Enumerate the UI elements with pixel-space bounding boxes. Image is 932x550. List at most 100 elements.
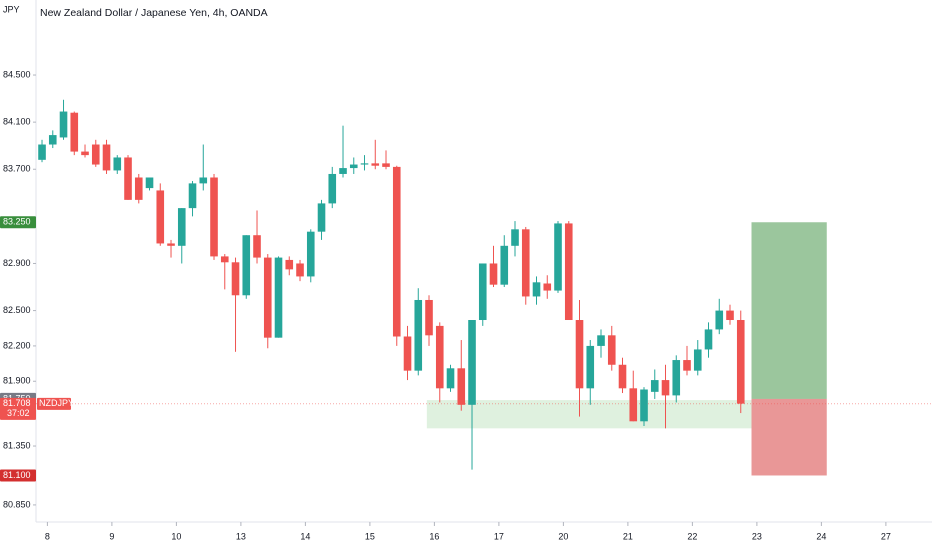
y-axis-label: JPY — [3, 4, 20, 14]
candle-body — [48, 135, 57, 145]
candle-body — [478, 263, 487, 321]
stop-label: 81.100 — [3, 470, 31, 480]
symbol-label: NZDJPY — [39, 398, 74, 408]
candle-body — [715, 310, 724, 330]
x-tick-label: 27 — [881, 531, 891, 541]
candle-body — [134, 177, 143, 200]
x-tick-label: 13 — [236, 531, 246, 541]
candle-body — [575, 320, 584, 389]
y-tick-label: 83.700 — [3, 164, 31, 174]
candle-body — [59, 111, 68, 138]
x-tick-label: 23 — [752, 531, 762, 541]
candle-body — [672, 360, 681, 396]
countdown: 37:02 — [7, 408, 30, 418]
x-tick-label: 8 — [45, 531, 50, 541]
candle-body — [618, 364, 627, 389]
candle-body — [650, 380, 659, 392]
x-tick-label: 9 — [109, 531, 114, 541]
candle-body — [736, 320, 745, 404]
candle-body — [253, 235, 261, 258]
plot — [36, 99, 932, 476]
candle-body — [242, 235, 251, 296]
x-tick-label: 14 — [300, 531, 310, 541]
candle-body — [349, 164, 358, 169]
x-tick-label: 16 — [429, 531, 439, 541]
x-tick-label: 10 — [171, 531, 181, 541]
candle-body — [371, 163, 380, 166]
candle-body — [124, 157, 132, 200]
candle-body — [296, 263, 304, 277]
candle-body — [188, 183, 197, 209]
candle-body — [263, 257, 272, 338]
candle-body — [500, 245, 509, 285]
candle-body — [382, 163, 390, 167]
candle-body — [607, 335, 616, 365]
candle-body — [693, 349, 702, 371]
y-tick-label: 80.850 — [3, 499, 31, 509]
candle-body — [726, 310, 734, 321]
y-tick-label: 81.350 — [3, 440, 31, 450]
target-label: 83.250 — [3, 217, 31, 227]
zone — [426, 400, 752, 429]
candle-body — [457, 368, 466, 405]
candle-body — [199, 177, 208, 184]
candle-body — [220, 256, 229, 263]
candle-body — [156, 190, 165, 244]
candle-body — [489, 263, 498, 285]
candle-body — [102, 144, 111, 171]
candle-body — [231, 262, 240, 296]
x-tick-label: 15 — [365, 531, 375, 541]
candle-body — [392, 166, 401, 337]
candle-body — [113, 157, 122, 171]
candle-body — [532, 282, 541, 297]
stop-label-box — [0, 469, 36, 482]
candle-body — [91, 144, 100, 165]
candle-body — [285, 259, 294, 270]
stop-box — [751, 398, 827, 476]
y-tick-label: 82.900 — [3, 258, 31, 268]
candle-body — [38, 144, 46, 160]
candle-body — [167, 243, 175, 246]
candle-body — [640, 389, 648, 422]
y-tick-label: 82.200 — [3, 340, 31, 350]
candle-body — [360, 163, 369, 165]
candle-body — [274, 257, 283, 338]
x-tick-label: 24 — [816, 531, 826, 541]
candle-body — [629, 388, 638, 422]
candle-body — [81, 151, 89, 156]
candle-body — [554, 223, 562, 291]
candle-body — [468, 320, 476, 405]
y-tick-label: 84.100 — [3, 117, 31, 127]
candle-body — [435, 325, 444, 389]
y-tick-label: 82.500 — [3, 305, 31, 315]
candle-body — [70, 112, 79, 152]
y-tick-label: 81.900 — [3, 376, 31, 386]
symbol-label-box — [37, 397, 71, 410]
x-tick-label: 20 — [558, 531, 568, 541]
candle-body — [306, 231, 315, 277]
target-box — [751, 222, 827, 399]
candle-body — [177, 208, 186, 246]
candle-body — [661, 380, 670, 396]
candle-body — [328, 173, 337, 204]
candle-body — [704, 329, 713, 350]
candle-body — [446, 368, 455, 389]
x-tick-label: 21 — [623, 531, 633, 541]
candle-body — [597, 335, 605, 346]
y-tick-label: 84.500 — [3, 69, 31, 79]
candle-body — [543, 283, 552, 291]
candle-body — [403, 336, 412, 371]
candle-body — [339, 168, 347, 174]
candle-body — [425, 299, 433, 336]
candle-body — [683, 360, 691, 371]
candle-body — [564, 223, 573, 321]
x-tick-label: 22 — [687, 531, 697, 541]
candle-body — [414, 299, 423, 371]
x-tick-label: 17 — [494, 531, 504, 541]
candle-body — [586, 345, 595, 389]
target-label-box — [0, 216, 36, 229]
chart-title: New Zealand Dollar / Japanese Yen, 4h, O… — [40, 7, 268, 19]
candle-body — [210, 177, 218, 257]
axes: 80.850 81.350 81.900 82.200 82.500 82.900 83.2… — [0, 69, 891, 541]
